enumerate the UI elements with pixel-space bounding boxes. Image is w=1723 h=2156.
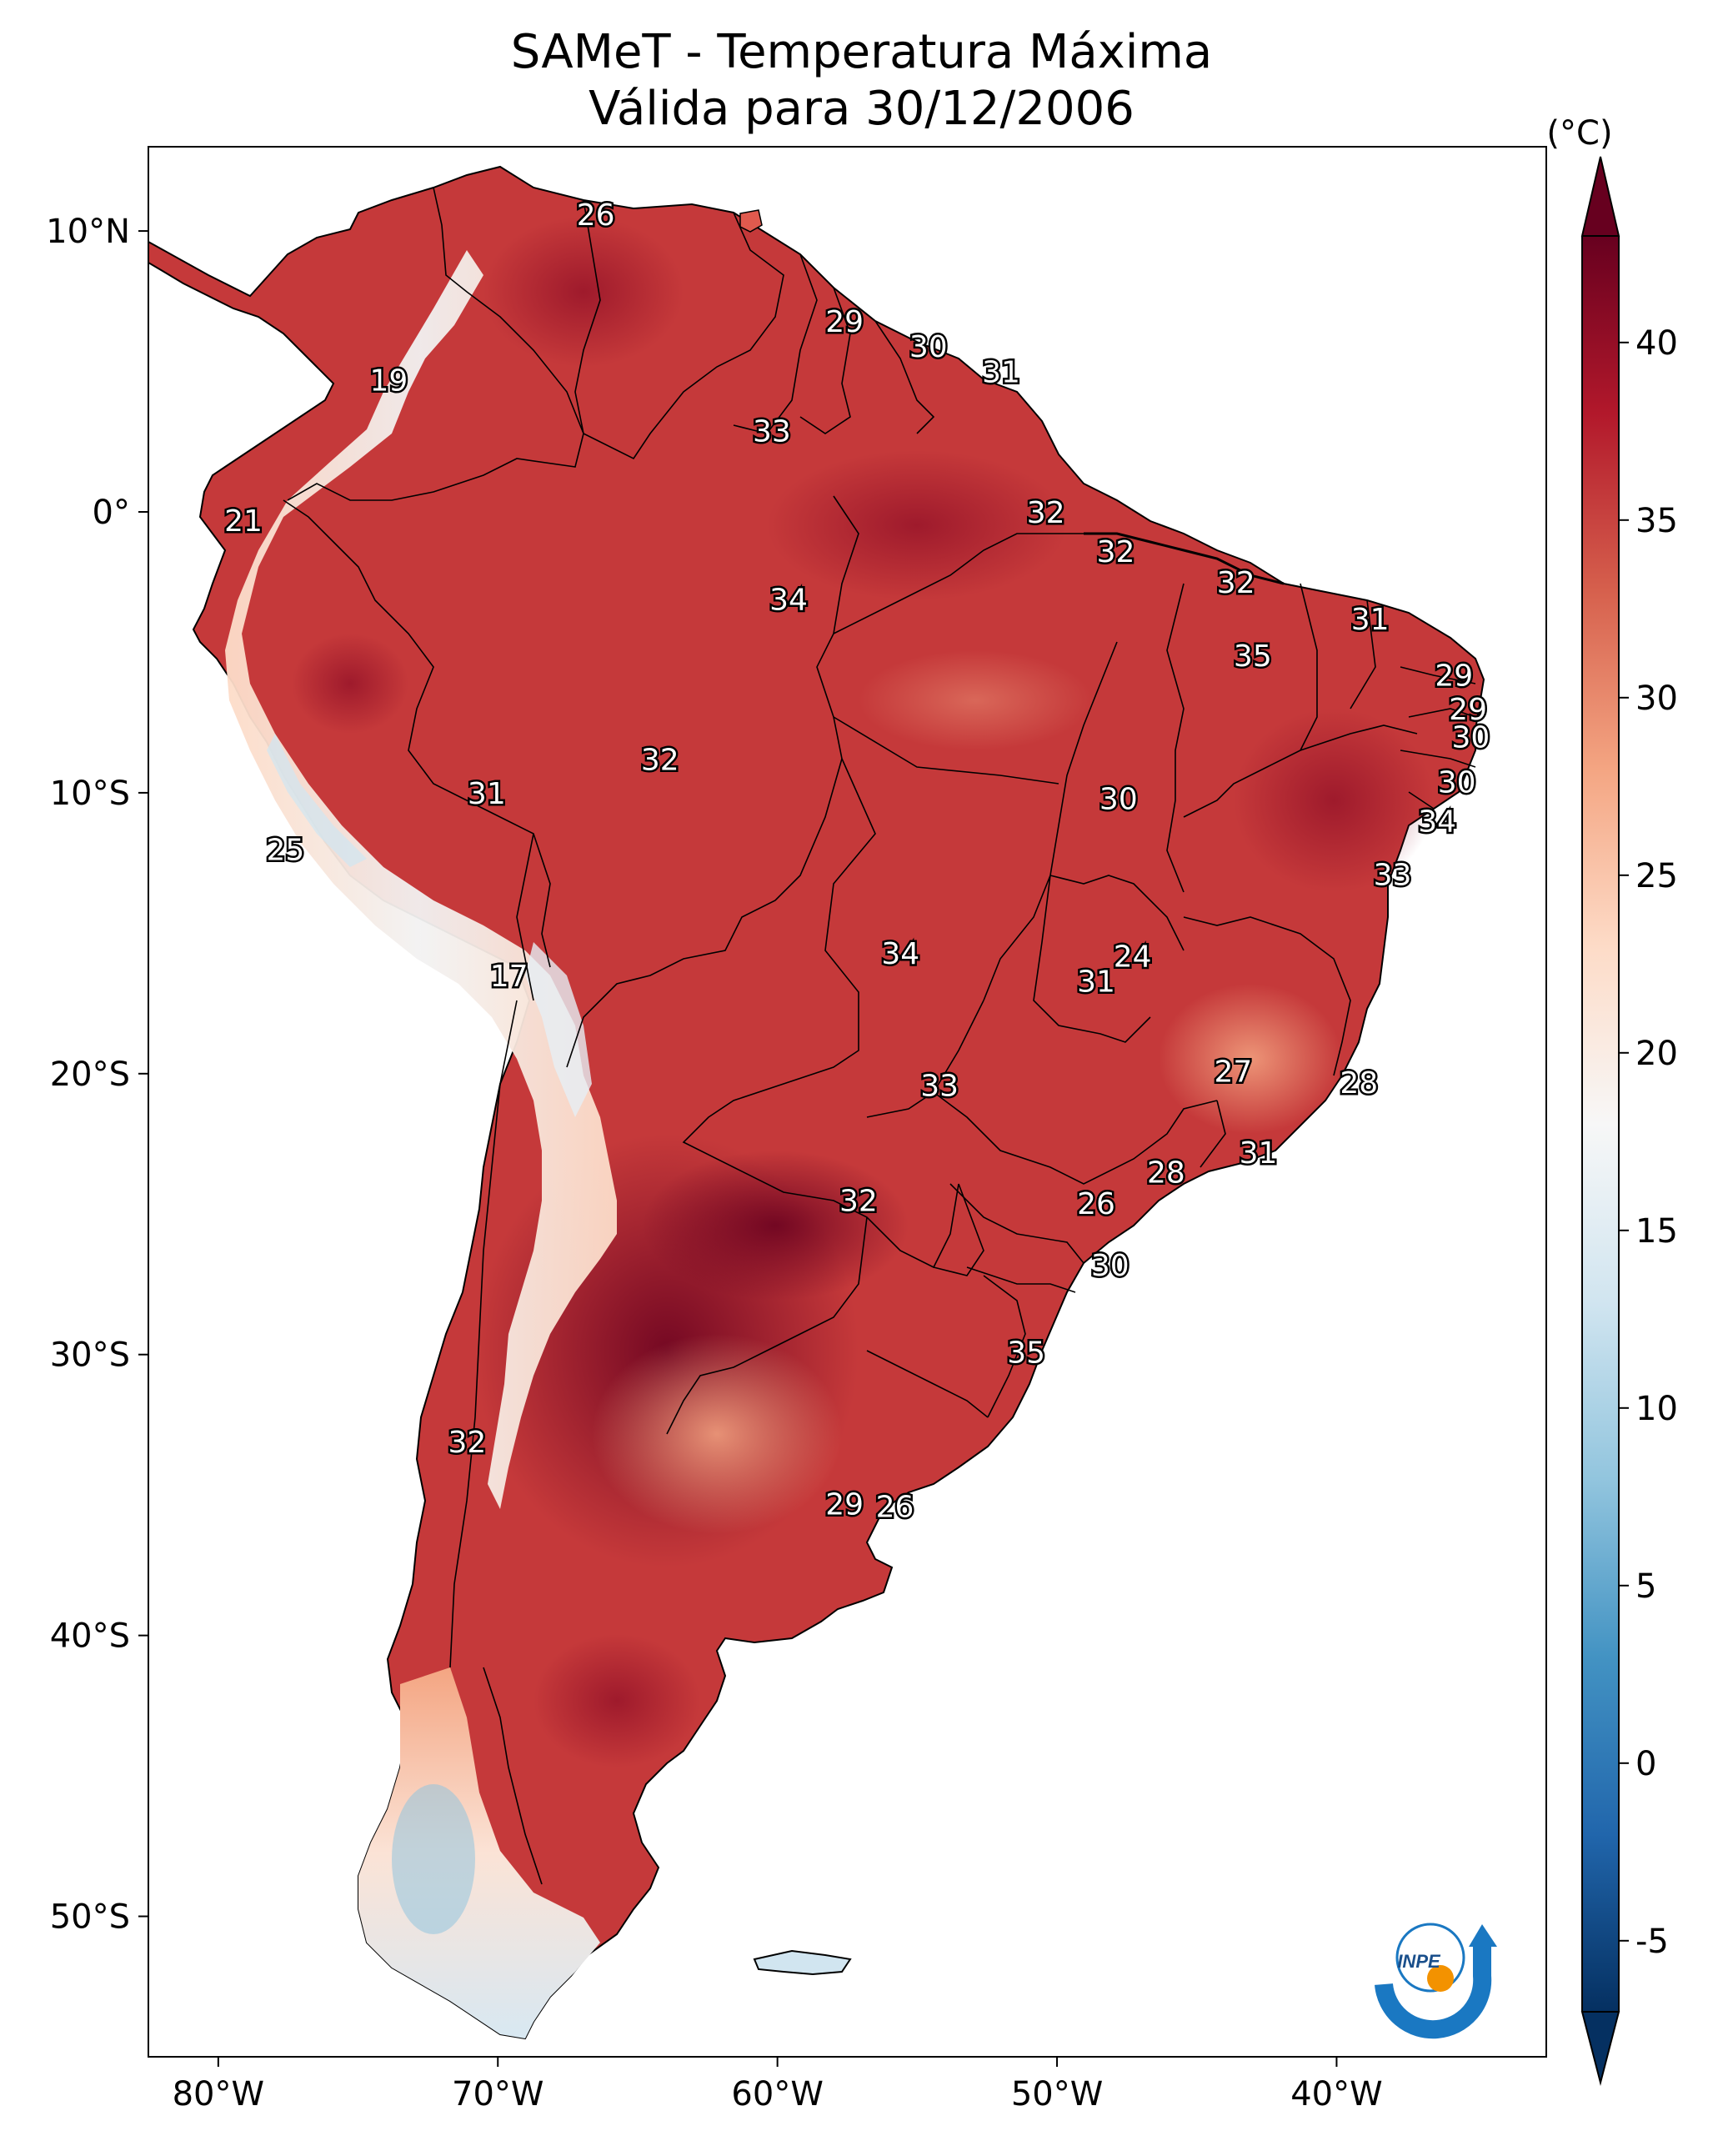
contour-label: 35 xyxy=(1007,1336,1045,1370)
inpe-logo-dot-icon xyxy=(1427,1965,1454,1992)
country-borders xyxy=(283,187,1476,1885)
contour-label: 34 xyxy=(1418,805,1456,840)
contour-label: 31 xyxy=(982,356,1020,390)
lon-tick-label: 40°W xyxy=(1290,2075,1382,2113)
contour-label: 32 xyxy=(448,1426,486,1460)
contour-label: 32 xyxy=(1217,566,1255,600)
colorbar-max-extend xyxy=(1580,156,1620,237)
colorbar-ticks: -5 0 5 10 15 20 25 30 35 40 xyxy=(1619,324,1678,1961)
hot-region-patagonia-north xyxy=(533,1634,700,1767)
trinidad-island xyxy=(739,209,763,233)
hot-region-peru xyxy=(292,634,408,734)
contour-label: 31 xyxy=(1351,603,1390,637)
map-title: SAMeT - Temperatura Máxima xyxy=(510,25,1213,79)
contour-label: 31 xyxy=(1077,965,1115,1000)
contour-label: 26 xyxy=(876,1491,914,1525)
contour-label: 29 xyxy=(1449,693,1487,727)
colorbar: (°C) -5 0 5 10 15 20 25 30 35 40 xyxy=(1546,114,1678,2086)
northern-coast-detail xyxy=(1084,532,1285,585)
contour-label: 28 xyxy=(1147,1156,1185,1191)
map-frame xyxy=(148,146,1547,2058)
mild-region-pampas xyxy=(592,1334,842,1534)
contour-label: 32 xyxy=(1027,496,1065,530)
contour-label: 21 xyxy=(224,504,263,539)
patagonia-cool xyxy=(358,1667,600,2038)
colorbar-tick-label: 30 xyxy=(1635,679,1678,718)
lat-tick-label: 40°S xyxy=(50,1617,130,1656)
colorbar-tick-label: 0 xyxy=(1635,1745,1656,1783)
colorbar-tick-label: 10 xyxy=(1635,1390,1678,1428)
contour-label: 34 xyxy=(769,583,808,617)
lon-tick-label: 60°W xyxy=(731,2075,823,2113)
hot-region-bahia xyxy=(1234,709,1434,892)
contour-label: 34 xyxy=(881,937,919,971)
andes-cold-peru xyxy=(267,734,367,867)
inpe-logo-arc-icon xyxy=(1375,1943,1492,2039)
colorbar-tick-label: 15 xyxy=(1635,1212,1678,1251)
andes-cold-bolivia xyxy=(525,942,592,1117)
hot-region-venezuela xyxy=(483,217,684,367)
contour-label: 30 xyxy=(1099,783,1138,817)
inpe-logo: INPE xyxy=(1375,1923,1497,2039)
contour-label: 29 xyxy=(1435,659,1473,693)
map-subtitle: Válida para 30/12/2006 xyxy=(589,82,1134,136)
mild-region-mato-grosso xyxy=(859,650,1092,750)
hot-region-paraguay xyxy=(642,1151,909,1301)
colorbar-tick-label: 5 xyxy=(1635,1567,1656,1606)
contour-label: 33 xyxy=(1374,859,1412,893)
mild-region-minas xyxy=(1159,984,1342,1134)
inpe-logo-arrow-icon xyxy=(1469,1924,1497,1947)
contour-label: 33 xyxy=(753,414,791,449)
lat-tick-label: 20°S xyxy=(50,1055,130,1094)
inpe-logo-orbit-icon xyxy=(1395,1923,1465,1993)
colorbar-body xyxy=(1582,236,1619,2012)
contour-label: 31 xyxy=(468,777,506,811)
contour-label: 29 xyxy=(825,1487,864,1522)
contour-label: 32 xyxy=(1097,535,1135,569)
hot-region-para xyxy=(767,450,1067,600)
contour-label: 30 xyxy=(1438,765,1476,800)
contour-label: 17 xyxy=(490,960,528,994)
colorbar-tick-label: 40 xyxy=(1635,324,1678,363)
longitude-axis: 80°W 70°W 60°W 50°W 40°W xyxy=(173,2057,1383,2113)
colorbar-tick-label: 35 xyxy=(1635,502,1678,540)
lat-tick-label: 10°N xyxy=(46,213,130,251)
contour-label: 35 xyxy=(1234,639,1272,674)
contour-label: 19 xyxy=(370,364,408,399)
colorbar-tick-label: 20 xyxy=(1635,1035,1678,1073)
lat-tick-label: 0° xyxy=(93,494,130,532)
lat-tick-label: 50°S xyxy=(50,1898,130,1937)
contour-label: 31 xyxy=(1240,1136,1278,1171)
lat-tick-label: 10°S xyxy=(50,775,130,813)
lon-tick-label: 70°W xyxy=(452,2075,543,2113)
colorbar-tick-label: -5 xyxy=(1635,1923,1669,1961)
latitude-axis: 10°N 0° 10°S 20°S 30°S 40°S 50°S xyxy=(46,213,148,1937)
contour-label: 30 xyxy=(909,330,948,364)
contour-label: 30 xyxy=(1452,721,1490,755)
falkland-islands xyxy=(753,1949,852,1976)
lon-tick-label: 50°W xyxy=(1011,2075,1103,2113)
colorbar-min-extend xyxy=(1580,2011,1620,2086)
colorbar-tick-label: 25 xyxy=(1635,857,1678,895)
contour-label: 24 xyxy=(1114,940,1152,974)
contour-label: 26 xyxy=(577,198,615,233)
contour-label: 30 xyxy=(1091,1249,1129,1283)
colorbar-outline xyxy=(1581,236,1620,2012)
patagonia-cold-ice xyxy=(392,1784,475,1934)
contour-label: 27 xyxy=(1214,1055,1252,1089)
lat-tick-label: 30°S xyxy=(50,1336,130,1375)
contour-label: 29 xyxy=(825,305,864,339)
contour-label: 26 xyxy=(1077,1187,1115,1221)
contour-label: 32 xyxy=(641,743,679,777)
contour-label: 28 xyxy=(1340,1066,1378,1101)
contour-label: 32 xyxy=(839,1184,878,1218)
contour-label: 33 xyxy=(920,1069,959,1103)
map-layer xyxy=(148,165,1485,2040)
inpe-logo-text: INPE xyxy=(1397,1951,1441,1972)
colorbar-unit-label: (°C) xyxy=(1546,114,1612,153)
contour-label: 25 xyxy=(266,833,304,867)
lon-tick-label: 80°W xyxy=(173,2075,264,2113)
